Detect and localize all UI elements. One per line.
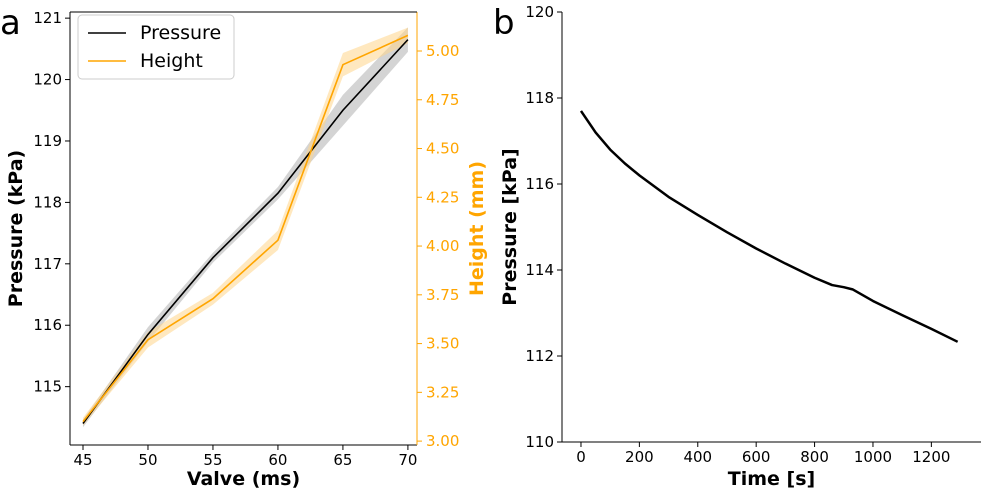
legend-pressure-label: Pressure bbox=[140, 22, 221, 44]
y-right-tick-label: 3.50 bbox=[426, 335, 459, 353]
y-left-tick-label: 119 bbox=[33, 132, 62, 150]
y-left-tick-label: 115 bbox=[33, 378, 62, 396]
y-left-tick-label: 117 bbox=[33, 255, 62, 273]
y-tick-label: 110 bbox=[525, 433, 554, 451]
height-line bbox=[82, 34, 409, 423]
height-confidence-band bbox=[82, 27, 408, 426]
y-tick-label: 120 bbox=[525, 3, 554, 21]
x-tick-label: 600 bbox=[742, 448, 771, 466]
y-right-axis-label: Height (mm) bbox=[466, 161, 488, 296]
legend-box bbox=[77, 14, 235, 80]
y-right-tick-label: 5.00 bbox=[426, 42, 459, 60]
panel-b: b 0 200 400 600 800 1000 1200 110 112 114 116 118 120… bbox=[493, 3, 981, 490]
y-right-tick-label: 4.75 bbox=[426, 91, 459, 109]
x-axis-label: Valve (ms) bbox=[187, 468, 300, 490]
pressure-confidence-band bbox=[82, 27, 408, 428]
y-left-axis-label: Pressure (kPa) bbox=[5, 150, 27, 307]
x-tick-label: 60 bbox=[268, 451, 287, 469]
y-left-tick-label: 116 bbox=[33, 316, 62, 334]
panel-a-label: a bbox=[0, 3, 21, 43]
panel-a: a 45 50 55 60 65 70 115 116 117 118 119 120 121 3.00 3.… bbox=[0, 3, 488, 490]
y-right-tick-label: 4.50 bbox=[426, 140, 459, 158]
x-tick-label: 0 bbox=[576, 448, 586, 466]
pressure-line bbox=[579, 110, 959, 343]
x-tick-label: 65 bbox=[333, 451, 352, 469]
y-right-tick-label: 3.25 bbox=[426, 383, 459, 401]
panel-b-label: b bbox=[493, 3, 515, 43]
x-tick-label: 200 bbox=[625, 448, 654, 466]
x-tick-label: 1000 bbox=[854, 448, 892, 466]
y-right-tick-label: 4.00 bbox=[426, 237, 459, 255]
x-tick-label: 70 bbox=[398, 451, 417, 469]
x-tick-label: 55 bbox=[203, 451, 222, 469]
y-right-tick-label: 3.00 bbox=[426, 432, 459, 450]
y-axis-label: Pressure [kPa] bbox=[499, 148, 521, 305]
y-tick-label: 116 bbox=[525, 175, 554, 193]
y-left-tick-label: 120 bbox=[33, 71, 62, 89]
x-tick-label: 45 bbox=[73, 451, 92, 469]
y-tick-label: 114 bbox=[525, 261, 554, 279]
pressure-line bbox=[82, 39, 409, 424]
y-tick-label: 112 bbox=[525, 347, 554, 365]
y-left-tick-label: 118 bbox=[33, 193, 62, 211]
legend-height-label: Height bbox=[140, 50, 203, 72]
x-tick-label: 1200 bbox=[912, 448, 950, 466]
x-tick-label: 50 bbox=[138, 451, 157, 469]
y-tick-label: 118 bbox=[525, 89, 554, 107]
x-axis-label: Time [s] bbox=[728, 468, 815, 490]
y-right-tick-label: 3.75 bbox=[426, 286, 459, 304]
y-right-tick-label: 4.25 bbox=[426, 188, 459, 206]
y-left-tick-label: 121 bbox=[33, 9, 62, 27]
x-tick-label: 800 bbox=[800, 448, 829, 466]
x-tick-label: 400 bbox=[683, 448, 712, 466]
